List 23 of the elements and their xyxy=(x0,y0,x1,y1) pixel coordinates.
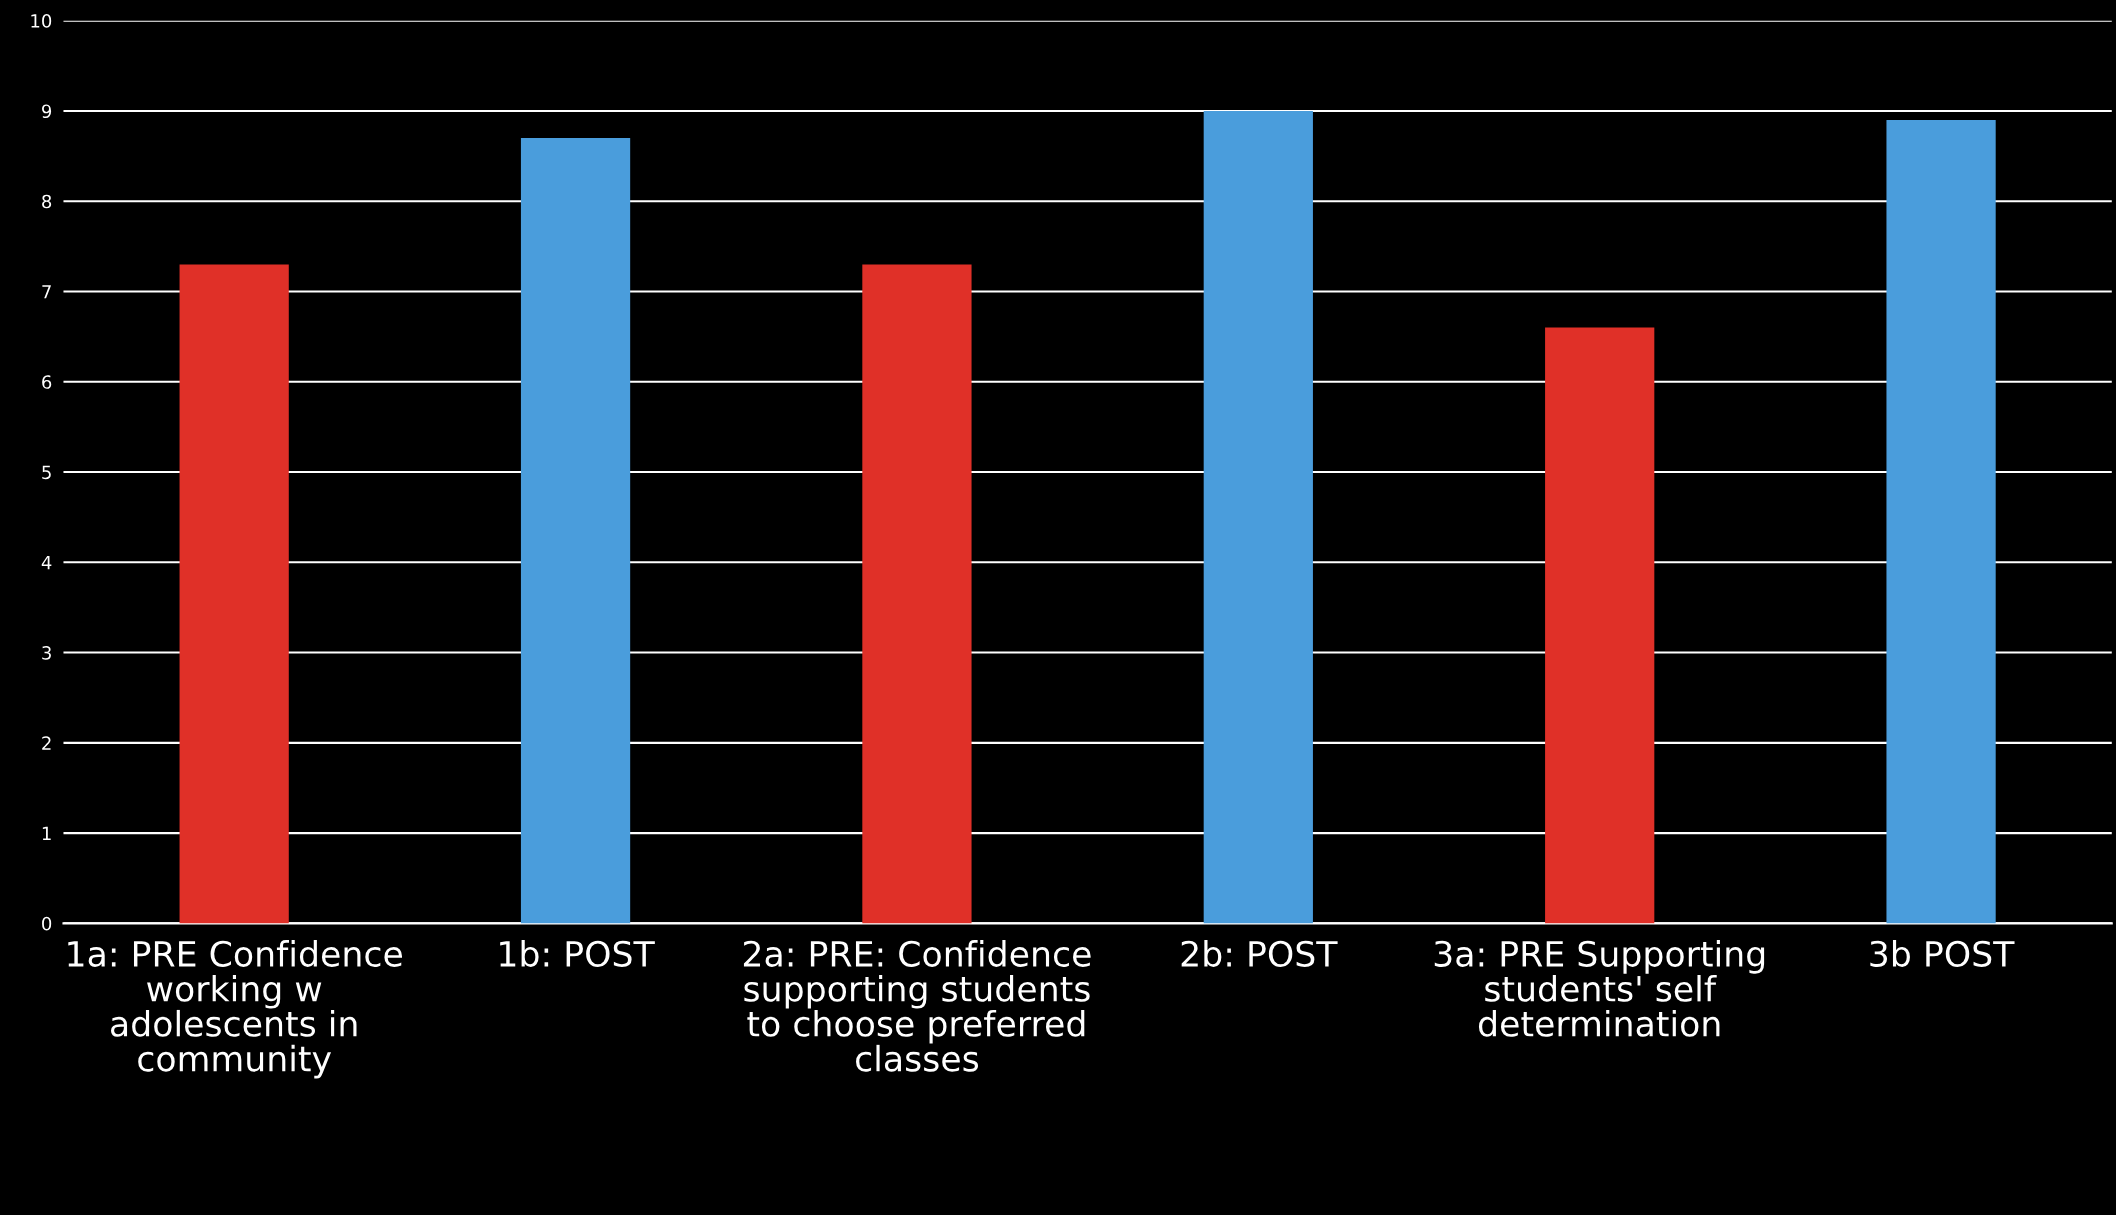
bar xyxy=(179,264,289,924)
y-tick-label: 6 xyxy=(42,375,52,389)
bar xyxy=(1203,110,1313,924)
y-tick-label: 10 xyxy=(31,14,52,28)
bar xyxy=(520,138,631,924)
y-tick-label: 7 xyxy=(42,285,51,299)
bar xyxy=(1886,119,1996,924)
x-tick-label: 3b POST xyxy=(1870,940,2015,967)
y-tick-label: 8 xyxy=(42,194,52,209)
y-tick-label: 0 xyxy=(42,916,52,931)
x-tick-label: 2b: POST xyxy=(1181,940,1338,967)
y-tick-label: 4 xyxy=(41,556,52,570)
x-tick-label: 1a: PRE Confidence working w adolescents in community xyxy=(68,940,403,1079)
y-tick-label: 1 xyxy=(42,826,51,840)
x-tick-label: 3a: PRE Supporting students' self determination xyxy=(1434,940,1765,1037)
y-tick-label: 2 xyxy=(42,736,51,750)
y-tick-label: 3 xyxy=(42,646,51,660)
bar xyxy=(862,264,972,924)
x-tick-label: 2a: PRE: Confidence supporting students to choose preferred classes xyxy=(743,940,1091,1072)
bar xyxy=(1545,327,1655,924)
x-tick-label: 1b: POST xyxy=(500,940,655,967)
y-tick-label: 9 xyxy=(42,104,52,119)
y-tick-label: 5 xyxy=(42,465,51,480)
